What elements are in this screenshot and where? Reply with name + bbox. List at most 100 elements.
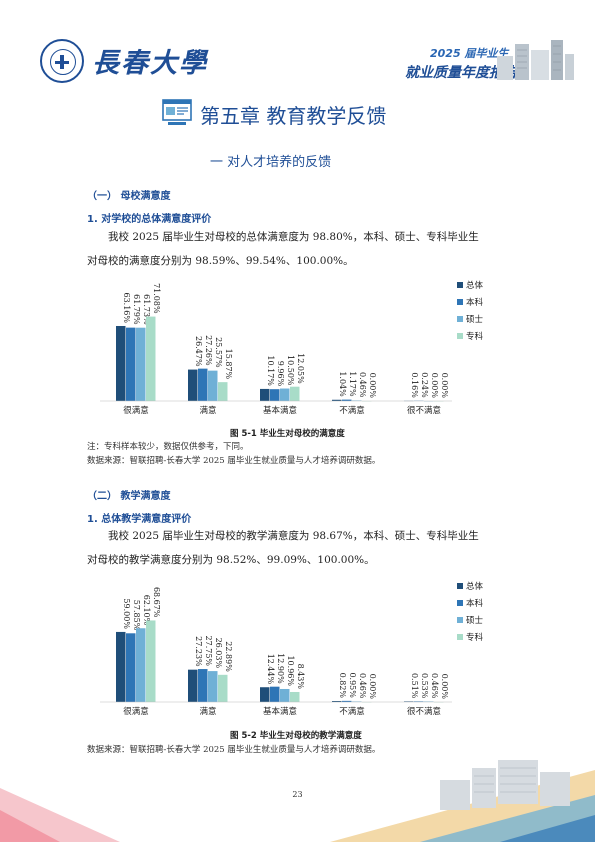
chart1-legend-label-3: 专科: [466, 331, 484, 342]
part1-paragraph-line1: 我校 2025 届毕业生对母校的总体满意度为 98.80%，本科、硕士、专科毕业…: [108, 231, 479, 243]
chart1-data-label-0-3: 1.04%: [338, 371, 347, 397]
data-source-1: 数据来源：智联招聘-长春大学 2025 届毕业生就业质量与人才培养调研数据。: [87, 456, 381, 466]
chart-5-2-svg: 59.00% 57.85% 62.10% 68.67% 很满意 27.23% 27.75% 2…: [100, 581, 484, 717]
chart2-data-label-2-4: 0.46%: [430, 673, 439, 699]
chart1-data-label-0-1: 26.47%: [194, 336, 203, 367]
figure-caption-5-1: 图 5-1 毕业生对母校的满意度: [230, 429, 345, 439]
chart1-category-label-3: 不满意: [339, 405, 365, 416]
chart1-bar-2-1: [208, 370, 218, 401]
chart2-bar-0-4: [404, 701, 414, 702]
page-number: 23: [292, 790, 303, 799]
chart1-data-label-3-3: 0.00%: [368, 373, 377, 399]
chart2-category-label-1: 满意: [199, 706, 216, 717]
chart1-bar-3-2: [290, 386, 300, 401]
chart2-data-label-2-0: 62.10%: [142, 595, 151, 626]
chart1-data-label-2-3: 0.46%: [358, 372, 367, 398]
part2-heading: （二） 教学满意度: [87, 491, 171, 502]
chart2-data-label-1-1: 27.75%: [204, 636, 213, 667]
chart2-bar-1-1: [198, 669, 208, 702]
chapter-title: 第五章 教育教学反馈: [200, 104, 387, 128]
chart2-data-label-2-2: 10.96%: [286, 655, 295, 686]
chart2-legend-label-3: 专科: [466, 632, 484, 643]
chart2-legend-label-2: 硕士: [466, 615, 484, 626]
chart1-legend-swatch-0: [457, 282, 463, 288]
chart1-bar-1-3: [342, 399, 352, 401]
presentation-icon: [162, 99, 192, 125]
chart2-data-label-3-0: 68.67%: [152, 587, 161, 618]
chart1-bar-0-1: [188, 369, 198, 401]
chart1-bar-0-0: [116, 325, 126, 401]
chart2-bar-3-2: [290, 691, 300, 702]
chart1-legend-swatch-1: [457, 299, 463, 305]
university-name: 長春大學: [92, 48, 208, 79]
chart1-data-label-3-2: 12.05%: [296, 353, 305, 384]
chart1-bar-2-2: [280, 388, 290, 401]
chart1-bar-3-1: [218, 382, 228, 401]
chart2-category-label-2: 基本满意: [263, 706, 297, 717]
chart2-data-label-1-4: 0.53%: [420, 673, 429, 699]
chart2-bar-1-0: [126, 633, 136, 702]
chart1-data-label-1-2: 9.96%: [276, 361, 285, 387]
chart2-data-label-3-1: 22.89%: [224, 641, 233, 672]
chart1-data-label-1-0: 61.79%: [132, 294, 141, 325]
chart2-legend-swatch-3: [457, 634, 463, 640]
chart1-bar-0-3: [332, 399, 342, 401]
chart1-data-label-3-1: 15.87%: [224, 349, 233, 380]
chart2-bar-3-0: [146, 620, 156, 702]
part2-paragraph-line1: 我校 2025 届毕业生对母校的教学满意度为 98.67%，本科、硕士、专科毕业…: [108, 530, 479, 542]
university-logo: [40, 39, 84, 83]
chart1-data-label-3-4: 0.00%: [440, 373, 449, 399]
chart-5-2: 59.00% 57.85% 62.10% 68.67% 很满意 27.23% 27.75% 2…: [100, 577, 520, 725]
chart1-data-label-2-1: 25.57%: [214, 337, 223, 368]
chart2-legend-swatch-0: [457, 583, 463, 589]
chart1-data-label-1-3: 1.17%: [348, 371, 357, 397]
chart1-category-label-1: 满意: [199, 405, 216, 416]
chart2-category-label-0: 很满意: [123, 706, 149, 717]
data-source-2: 数据来源：智联招聘-长春大学 2025 届毕业生就业质量与人才培养调研数据。: [87, 745, 381, 755]
chart1-data-label-2-0: 61.73%: [142, 294, 151, 325]
chart2-bar-1-4: [414, 701, 424, 702]
chart2-data-label-3-3: 0.00%: [368, 674, 377, 700]
figure-caption-5-2: 图 5-2 毕业生对母校的教学满意度: [230, 731, 362, 741]
part2-paragraph-line2: 对母校的教学满意度分别为 98.52%、99.09%、100.00%。: [87, 554, 375, 566]
chart1-data-label-1-4: 0.24%: [420, 372, 429, 398]
chart1-data-label-0-0: 63.16%: [122, 292, 131, 323]
chart1-legend-label-0: 总体: [466, 280, 484, 291]
chart2-data-label-1-3: 0.95%: [348, 672, 357, 698]
chart2-data-label-0-0: 59.00%: [122, 598, 131, 629]
part1-subheading: 1. 对学校的总体满意度评价: [87, 214, 212, 225]
chart2-bar-2-0: [136, 628, 146, 702]
note-sample-size: 注：专科样本较少，数据仅供参考，下同。: [87, 442, 249, 452]
chart2-data-label-1-0: 57.85%: [132, 600, 141, 631]
chart1-bar-1-1: [198, 368, 208, 401]
chart2-bar-3-1: [218, 674, 228, 702]
chart-5-1-svg: 63.16% 61.79% 61.73% 71.08% 很满意 26.47% 27.26% 2…: [100, 280, 484, 416]
chart2-legend-label-1: 本科: [466, 598, 484, 609]
campus-illustration: [497, 40, 574, 80]
part1-heading: （一） 母校满意度: [87, 191, 171, 202]
chart2-bar-0-1: [188, 669, 198, 702]
chart2-data-label-0-1: 27.23%: [194, 636, 203, 667]
chart2-data-label-0-3: 0.82%: [338, 673, 347, 699]
footer-decoration: [0, 760, 595, 842]
chart2-data-label-0-4: 0.51%: [410, 673, 419, 699]
chart1-bar-1-2: [270, 389, 280, 401]
chart2-data-label-2-3: 0.46%: [358, 673, 367, 699]
chart1-data-label-2-4: 0.00%: [430, 373, 439, 399]
chart1-legend-swatch-3: [457, 333, 463, 339]
part2-subheading: 1. 总体教学满意度评价: [87, 514, 192, 525]
chart1-data-label-3-0: 71.08%: [152, 283, 161, 314]
chart-5-1: 63.16% 61.79% 61.73% 71.08% 很满意 26.47% 27.26% 2…: [100, 276, 520, 424]
chart2-bar-0-2: [260, 687, 270, 702]
chart2-bar-1-2: [270, 686, 280, 702]
chart2-bar-2-2: [280, 688, 290, 702]
chart1-legend-swatch-2: [457, 316, 463, 322]
chart1-legend-label-2: 硕士: [466, 314, 484, 325]
chart2-bar-0-3: [332, 701, 342, 702]
chart1-category-label-2: 基本满意: [263, 405, 297, 416]
chart2-data-label-1-2: 12.90%: [276, 653, 285, 684]
chart1-data-label-0-4: 0.16%: [410, 372, 419, 398]
chart1-data-label-2-2: 10.50%: [286, 355, 295, 386]
chart1-category-label-4: 很不满意: [407, 405, 441, 416]
chart2-bar-2-1: [208, 671, 218, 702]
